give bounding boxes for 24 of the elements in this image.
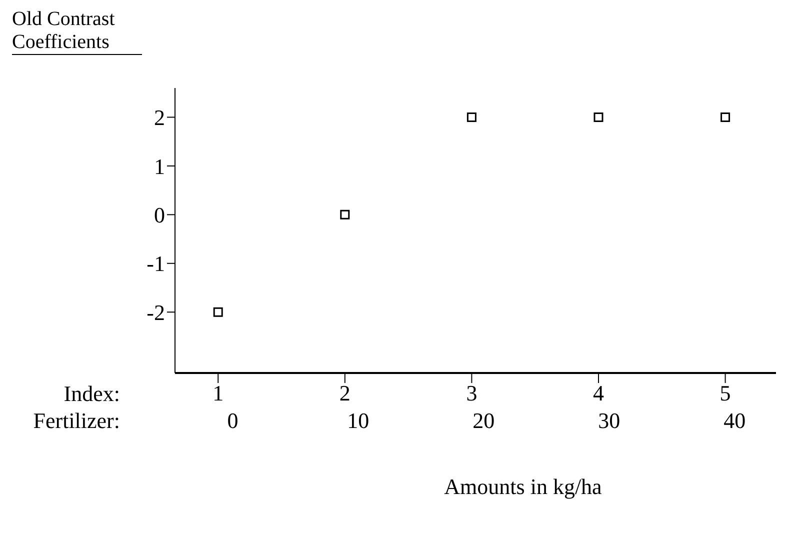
point <box>213 307 223 317</box>
x2-tick-label: 20 <box>472 408 495 433</box>
point <box>594 112 604 122</box>
point <box>340 210 350 220</box>
x-tick-label: 2 <box>339 380 350 406</box>
point <box>720 112 730 122</box>
x-axis-title: Index: <box>64 381 120 406</box>
y-axis-title: Old Contrast Coefficients <box>12 8 142 55</box>
x-tick-label: 3 <box>466 380 478 406</box>
x2-tick-label: 0 <box>227 408 238 433</box>
y-tick-label: -1 <box>146 251 165 276</box>
x-tick-label: 4 <box>592 380 604 406</box>
y-tick-label: 0 <box>154 202 165 228</box>
x-tick-label: 5 <box>720 380 731 406</box>
y-tick-label: 2 <box>154 105 165 130</box>
x2-tick-label: 30 <box>598 408 620 433</box>
x2-tick-label: 10 <box>347 408 370 433</box>
point <box>466 112 476 122</box>
y-tick-label: -2 <box>146 300 165 325</box>
text: Amounts in kg/ha <box>443 474 603 500</box>
x-tick-label: 1 <box>212 380 224 406</box>
x2-axis-title: Fertilizer: <box>33 408 120 433</box>
y-tick-label: 1 <box>154 154 165 179</box>
x2-tick-label: 40 <box>724 408 746 433</box>
